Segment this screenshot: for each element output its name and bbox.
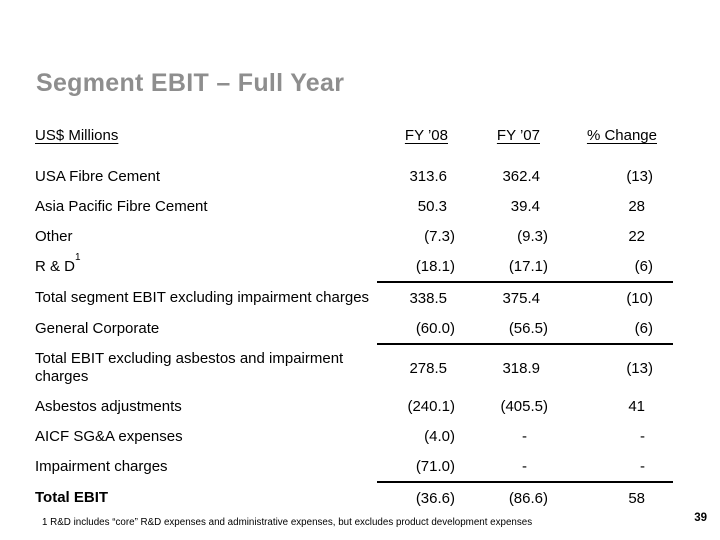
- cell-change: -: [549, 451, 673, 483]
- row-label: USA Fibre Cement: [35, 167, 161, 185]
- column-header-fy08: FY ’08: [404, 127, 448, 144]
- cell-change: 58: [628, 489, 645, 507]
- cell-label: Other: [35, 221, 377, 251]
- cell-label: Total EBIT excluding asbestos and impair…: [35, 344, 377, 391]
- cell-label: General Corporate: [35, 313, 377, 344]
- cell-label: Total segment EBIT excluding impairment …: [35, 282, 377, 313]
- cell-fy08: (36.6): [415, 489, 455, 507]
- cell-fy08: 278.5: [409, 359, 447, 377]
- row-label: Other: [35, 227, 73, 245]
- cell-change: (6): [549, 251, 673, 283]
- cell-change: -: [640, 427, 645, 445]
- cell-fy07: 39.4: [510, 197, 540, 215]
- row-label: General Corporate: [35, 320, 160, 337]
- table-row-total-ebit: Total EBIT (36.6) (86.6) 58: [35, 482, 673, 513]
- row-label: Total EBIT: [35, 489, 109, 506]
- slide-title: Segment EBIT – Full Year: [36, 69, 345, 97]
- cell-fy07: -: [522, 427, 527, 445]
- footnote-ref: 1: [75, 252, 81, 263]
- cell-change: (10): [626, 289, 653, 307]
- cell-label: Asia Pacific Fibre Cement: [35, 191, 377, 221]
- table-row: Other (7.3) (9.3) 22: [35, 221, 673, 251]
- cell-change: (13): [626, 167, 653, 185]
- cell-fy07: 318.9: [502, 359, 540, 377]
- table-row: Total EBIT excluding asbestos and impair…: [35, 344, 673, 391]
- cell-fy07: (405.5): [500, 397, 548, 415]
- row-label: Asbestos adjustments: [35, 397, 182, 415]
- cell-change: 41: [628, 397, 645, 415]
- cell-fy07: (9.3): [517, 227, 548, 245]
- cell-change: (6): [549, 313, 673, 345]
- table-row: Asbestos adjustments (240.1) (405.5) 41: [35, 391, 673, 421]
- cell-label: USA Fibre Cement: [35, 161, 377, 191]
- row-label: Impairment charges: [35, 458, 168, 475]
- table-header-row: US$ Millions FY ’08 FY ’07 % Change: [35, 124, 673, 161]
- cell-fy08: (60.0): [377, 313, 457, 345]
- cell-fy07: (17.1): [457, 251, 549, 283]
- row-label: Total EBIT excluding asbestos and impair…: [35, 349, 344, 385]
- cell-label: R & D1: [35, 251, 377, 282]
- cell-fy07: (86.6): [508, 489, 548, 507]
- row-label: R & D: [35, 258, 76, 275]
- row-label: Asia Pacific Fibre Cement: [35, 197, 208, 215]
- cell-fy08: 338.5: [409, 289, 447, 307]
- footnote: 1 R&D includes “core” R&D expenses and a…: [42, 517, 533, 528]
- cell-fy08: 313.6: [409, 167, 447, 185]
- cell-fy07: (56.5): [457, 313, 549, 345]
- row-label: AICF SG&A expenses: [35, 427, 183, 445]
- cell-fy07: 362.4: [502, 167, 540, 185]
- cell-label: AICF SG&A expenses: [35, 421, 377, 451]
- table-row: General Corporate (60.0) (56.5) (6): [35, 313, 673, 345]
- table-row: R & D1 (18.1) (17.1) (6): [35, 251, 673, 283]
- row-label: Total segment EBIT excluding impairment …: [35, 289, 370, 306]
- column-header-change: % Change: [586, 127, 657, 144]
- cell-change: 28: [628, 197, 645, 215]
- table-row: USA Fibre Cement 313.6 362.4 (13): [35, 161, 673, 191]
- cell-fy08: (4.0): [424, 427, 455, 445]
- table-row: Asia Pacific Fibre Cement 50.3 39.4 28: [35, 191, 673, 221]
- page-number: 39: [694, 512, 707, 524]
- cell-label: Asbestos adjustments: [35, 391, 377, 421]
- table-row: Impairment charges (71.0) - -: [35, 451, 673, 483]
- cell-label: Impairment charges: [35, 451, 377, 482]
- cell-fy07: 375.4: [502, 289, 540, 307]
- cell-fy08: (7.3): [424, 227, 455, 245]
- cell-fy08: (71.0): [377, 451, 457, 483]
- cell-fy08: 50.3: [417, 197, 447, 215]
- column-header-us-millions: US$ Millions: [35, 127, 119, 144]
- cell-fy08: (18.1): [377, 251, 457, 283]
- table-row: AICF SG&A expenses (4.0) - -: [35, 421, 673, 451]
- cell-change: 22: [628, 227, 645, 245]
- cell-fy08: (240.1): [407, 397, 455, 415]
- cell-change: (13): [626, 359, 653, 377]
- column-header-fy07: FY ’07: [496, 127, 540, 144]
- cell-fy07: -: [457, 451, 549, 483]
- segment-ebit-table: US$ Millions FY ’08 FY ’07 % Change USA …: [35, 124, 673, 513]
- table-row: Total segment EBIT excluding impairment …: [35, 282, 673, 313]
- cell-label: Total EBIT: [35, 482, 377, 513]
